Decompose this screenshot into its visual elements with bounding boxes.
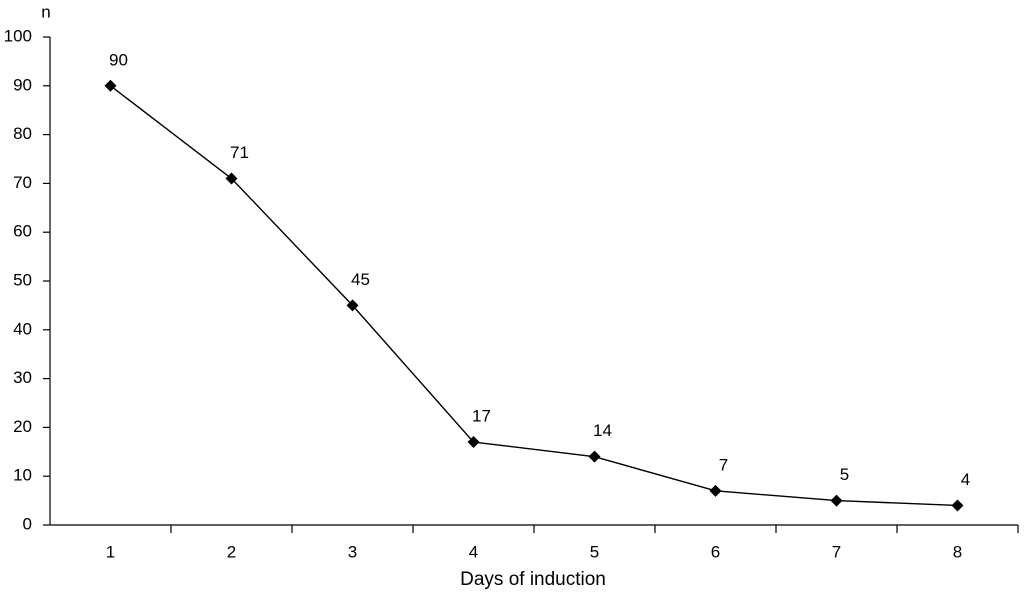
data-label: 4: [961, 470, 970, 489]
y-tick-label: 100: [4, 26, 32, 45]
line: [110, 85, 958, 507]
point-marker: [830, 494, 843, 507]
data-label: 90: [109, 50, 128, 69]
x-tick-label: 5: [590, 542, 599, 561]
point-marker: [225, 172, 238, 185]
x-tick-label: 6: [711, 542, 720, 561]
point-marker: [951, 499, 964, 512]
x-tick-label: 7: [832, 542, 841, 561]
y-tick-label: 50: [13, 270, 32, 289]
x-tick-label: 3: [348, 542, 357, 561]
data-label: 45: [351, 270, 370, 289]
point-marker: [467, 436, 480, 449]
point-marker: [709, 484, 722, 497]
data-label: 71: [230, 143, 249, 162]
point-marker: [588, 450, 601, 463]
x-tick-label: 4: [469, 542, 478, 561]
x-axis-label: Days of induction: [460, 569, 606, 590]
y-tick-label: 70: [13, 173, 32, 192]
data-label: 5: [840, 465, 849, 484]
y-axis-label: n: [41, 2, 50, 21]
y-tick-label: 20: [13, 417, 32, 436]
y-tick-label: 10: [13, 466, 32, 485]
point-marker: [346, 299, 359, 312]
x-tick-label: 8: [953, 542, 962, 561]
data-label: 17: [472, 407, 491, 426]
y-tick-label: 30: [13, 368, 32, 387]
x-tick-label: 2: [227, 542, 236, 561]
data-label: 7: [719, 455, 728, 474]
y-tick-label: 80: [13, 124, 32, 143]
y-tick-label: 40: [13, 319, 32, 338]
point-marker: [104, 79, 117, 92]
y-tick-label: 90: [13, 75, 32, 94]
x-tick-label: 1: [106, 542, 115, 561]
data-label: 14: [593, 421, 612, 440]
y-tick-label: 60: [13, 222, 32, 241]
y-tick-label: 0: [23, 514, 32, 533]
